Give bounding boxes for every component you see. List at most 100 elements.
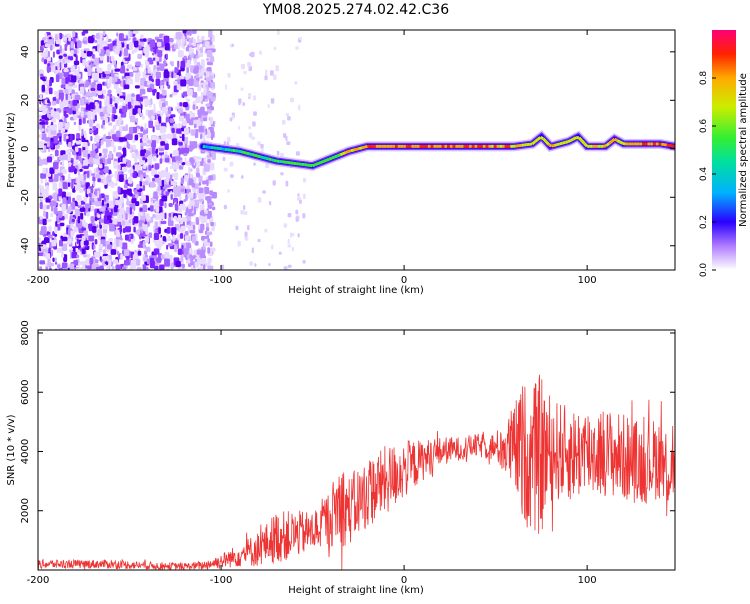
spectrogram-noise-cell	[116, 88, 122, 94]
spectrogram-ridge-segment	[617, 141, 620, 142]
spectrogram-noise-cell	[143, 224, 148, 231]
spectrogram-noise-cell	[247, 62, 251, 67]
spectrogram-noise-cell	[210, 117, 213, 125]
spectrogram-noise-cell	[104, 99, 107, 106]
spectrogram-noise-cell	[174, 172, 178, 180]
spectrogram-noise-cell	[245, 231, 248, 236]
spectrogram-noise-cell	[271, 245, 273, 250]
spectrogram-noise-cell	[179, 102, 182, 106]
spectrogram-noise-cell	[199, 188, 203, 194]
spectrogram-noise-cell	[203, 264, 205, 270]
spectrogram-noise-cell	[110, 98, 113, 105]
spectrogram-noise-cell	[114, 206, 118, 212]
spectrogram-noise-cell	[169, 118, 174, 123]
spectrogram-noise-cell	[210, 56, 214, 62]
spectrogram-noise-cell	[200, 134, 202, 139]
spectrogram-noise-cell	[238, 126, 240, 129]
spectrogram-noise-cell	[180, 255, 183, 262]
spectrogram-noise-cell	[42, 45, 44, 49]
spectrogram-noise-cell	[86, 103, 89, 110]
spectrogram-noise-cell	[148, 121, 153, 129]
spectrogram-noise-cell	[92, 49, 95, 53]
spectrogram-noise-cell	[119, 225, 122, 233]
spectrogram-noise-cell	[45, 178, 47, 183]
spectrogram-ridge-segment	[579, 138, 582, 141]
spectrogram-noise-cell	[127, 198, 129, 206]
spectrogram-ridge-segment	[332, 157, 335, 158]
spectrogram-noise-cell	[102, 226, 107, 230]
spectrogram-noise-cell	[107, 244, 112, 249]
spectrogram-noise-cell	[132, 153, 137, 158]
spectrogram-noise-cell	[207, 201, 213, 204]
spectrogram-noise-cell	[120, 68, 125, 74]
spectrogram-noise-cell	[180, 61, 185, 68]
spectrogram-noise-cell	[198, 182, 201, 186]
spectrogram-noise-cell	[185, 60, 187, 63]
spectrogram-noise-cell	[200, 76, 202, 79]
spectrogram-noise-cell	[78, 216, 81, 224]
spectrogram-noise-cell	[249, 261, 253, 265]
spectrogram-noise-cell	[84, 131, 86, 138]
spectrogram-noise-cell	[150, 184, 156, 187]
spectrogram-noise-cell	[87, 171, 90, 178]
spectrogram-ridge-segment	[354, 149, 357, 150]
spectrogram-noise-cell	[130, 207, 132, 214]
spectrogram-noise-cell	[125, 226, 131, 232]
spectrogram-noise-cell	[70, 230, 74, 236]
spectrogram-noise-cell	[288, 239, 290, 244]
spectrogram-noise-cell	[176, 128, 181, 133]
spectrogram-noise-cell	[154, 163, 159, 169]
spectrogram-noise-cell	[59, 55, 63, 58]
spectrogram-noise-cell	[95, 239, 98, 245]
spectrogram-noise-cell	[106, 140, 111, 147]
spectrogram-noise-cell	[286, 181, 289, 187]
spectrogram-noise-cell	[118, 186, 121, 193]
spectrogram-noise-cell	[63, 37, 67, 41]
spectrogram-noise-cell	[89, 102, 94, 109]
spectrogram-noise-cell	[111, 249, 117, 255]
spectrogram-noise-cell	[122, 242, 128, 249]
spectrogram-noise-cell	[88, 193, 91, 197]
spectrogram-noise-cell	[99, 208, 104, 212]
spectrogram-noise-cell	[46, 212, 49, 219]
spectrogram-noise-cell	[111, 140, 114, 147]
spectrogram-noise-cell	[102, 90, 106, 95]
spectrogram-noise-cell	[124, 145, 126, 148]
spectrogram-ridge-segment	[582, 141, 585, 144]
spectrogram-noise-cell	[125, 135, 128, 139]
spectrogram-noise-cell	[116, 152, 122, 157]
spectrogram-noise-cell	[55, 257, 57, 262]
spectrogram-noise-cell	[184, 248, 189, 254]
spectrogram-noise-cell	[204, 164, 210, 171]
spectrogram-noise-cell	[189, 119, 194, 125]
spectrogram-noise-cell	[288, 265, 292, 268]
spectrogram-noise-cell	[180, 233, 183, 239]
spectrogram-noise-cell	[105, 71, 111, 74]
spectrogram-noise-cell	[108, 238, 113, 242]
spectrogram-noise-cell	[194, 58, 197, 65]
spectrogram-noise-cell	[87, 142, 89, 146]
spectrogram-noise-cell	[128, 170, 131, 173]
spectrogram-noise-cell	[102, 73, 106, 77]
spectrogram-noise-cell	[241, 175, 244, 179]
spectrogram-noise-cell	[87, 51, 92, 57]
spectrogram-noise-cell	[191, 114, 194, 117]
spectrogram-noise-cell	[93, 181, 96, 186]
spectrogram-noise-cell	[163, 236, 166, 241]
spectrogram-noise-cell	[38, 114, 41, 119]
spectrogram-noise-cell	[168, 107, 171, 114]
spectrogram-noise-cell	[81, 129, 83, 137]
spectrogram-noise-cell	[156, 127, 160, 130]
spectrogram-noise-cell	[82, 53, 87, 58]
spectrogram-noise-cell	[126, 97, 128, 101]
spectrogram-noise-cell	[99, 219, 105, 223]
spectrogram-noise-cell	[211, 225, 214, 231]
spectrogram-noise-cell	[199, 215, 202, 219]
spectrogram-noise-cell	[61, 84, 66, 88]
chart-title: YM08.2025.274.02.42.C36	[262, 2, 449, 18]
spectrogram-noise-cell	[55, 150, 59, 157]
spectrogram-noise-cell	[201, 210, 204, 215]
spectrogram-noise-cell	[124, 85, 129, 90]
spectrogram-noise-cell	[173, 163, 179, 170]
spectrogram-noise-cell	[207, 266, 213, 272]
